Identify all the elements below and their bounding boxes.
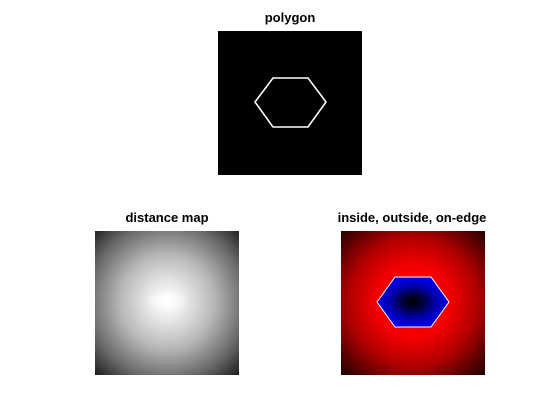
inside-outside-plot	[341, 231, 485, 375]
polygon-plot	[218, 31, 362, 175]
inside-region	[376, 276, 450, 328]
polygon-axes	[218, 31, 362, 175]
distance-map-title: distance map	[125, 210, 209, 225]
polygon-background	[218, 31, 362, 175]
polygon-title: polygon	[264, 10, 316, 25]
inside-outside-axes	[341, 231, 485, 375]
inside-outside-title: inside, outside, on-edge	[337, 210, 487, 225]
distance-peak	[145, 289, 189, 313]
distance-map-axes	[95, 231, 239, 375]
hexagon-outline	[254, 77, 327, 128]
distance-map-plot	[95, 231, 239, 375]
